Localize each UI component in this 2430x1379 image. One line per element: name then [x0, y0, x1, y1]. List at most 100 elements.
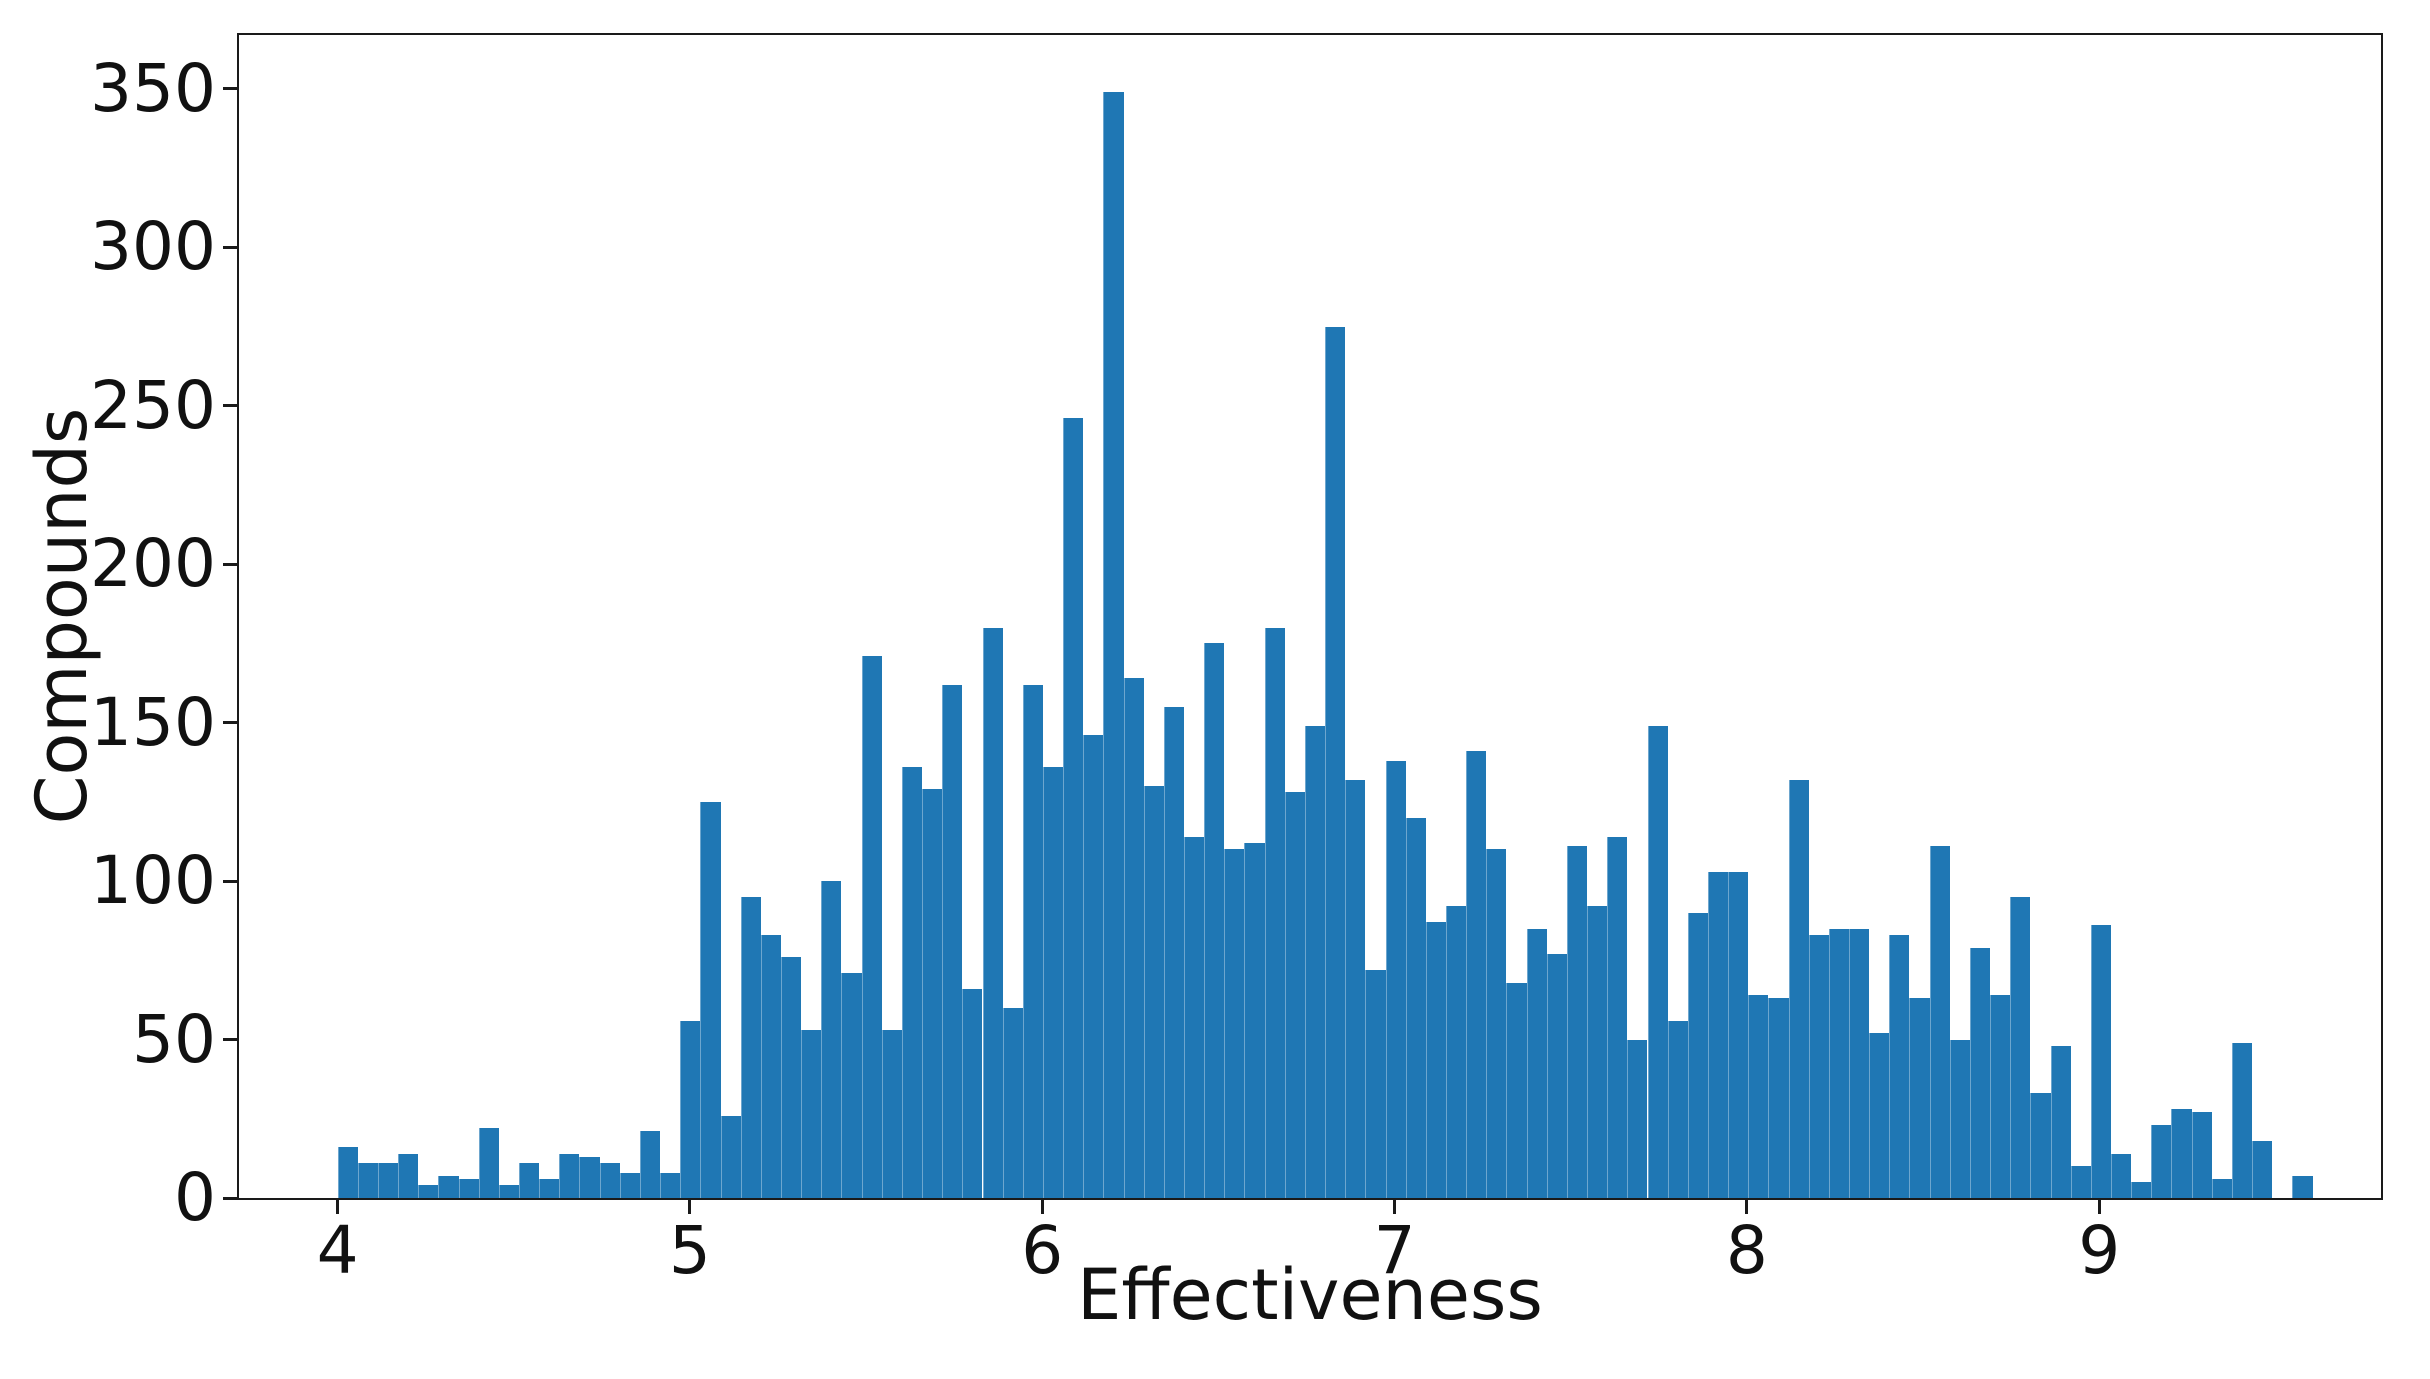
histogram-bar [1304, 725, 1326, 1198]
x-axis-label: Effectiveness [1077, 1254, 1543, 1336]
histogram-bar [1526, 928, 1547, 1198]
histogram-bar [1627, 1039, 1648, 1198]
histogram-bar [1466, 751, 1487, 1198]
histogram-bar [579, 1156, 600, 1198]
y-tick-label: 350 [90, 49, 216, 127]
histogram-bar [1869, 1033, 1890, 1198]
histogram-bar [398, 1153, 419, 1198]
histogram-bar [559, 1153, 580, 1198]
histogram-bar [1002, 1007, 1023, 1198]
histogram-bar [377, 1163, 399, 1198]
histogram-bar [1143, 786, 1164, 1198]
histogram-bar [2030, 1093, 2051, 1198]
x-tick-label: 5 [668, 1212, 711, 1289]
histogram-bar [478, 1128, 499, 1198]
y-tick-mark [223, 721, 237, 725]
y-tick-label: 200 [90, 525, 216, 603]
histogram-bar [619, 1172, 640, 1198]
x-tick-label: 7 [1373, 1212, 1416, 1289]
histogram-bar [1264, 627, 1285, 1198]
histogram-bar [1849, 928, 1870, 1198]
histogram-bar [1788, 779, 1809, 1198]
histogram-bar [498, 1185, 519, 1198]
histogram-bar [1425, 922, 1446, 1198]
x-tick-mark [1393, 1200, 1397, 1214]
x-tick-label: 6 [1021, 1212, 1064, 1289]
histogram-bar [1284, 792, 1305, 1198]
histogram-bar [2252, 1140, 2273, 1198]
y-tick-label: 150 [90, 683, 216, 761]
histogram-bar [922, 789, 943, 1198]
histogram-bar [1184, 836, 1205, 1198]
histogram-bar [2231, 1042, 2253, 1198]
histogram-bar [2151, 1125, 2172, 1198]
y-tick-mark [223, 87, 237, 91]
histogram-bar [2171, 1109, 2192, 1198]
histogram-bar [801, 1030, 822, 1198]
histogram-bar [1163, 706, 1184, 1198]
histogram-bar [1022, 684, 1043, 1198]
histogram-bar [1566, 846, 1588, 1198]
x-tick-label: 8 [1725, 1212, 1768, 1289]
histogram-bar [1687, 912, 1708, 1198]
x-tick-label: 9 [2078, 1212, 2121, 1289]
x-tick-mark [1745, 1200, 1749, 1214]
histogram-bar [1506, 982, 1527, 1198]
x-tick-label: 4 [316, 1212, 359, 1289]
histogram-bar [1889, 934, 1910, 1198]
x-tick-mark [688, 1200, 692, 1214]
histogram-bar [639, 1131, 661, 1198]
histogram-bar [1486, 849, 1507, 1198]
histogram-bar [780, 957, 802, 1198]
histogram-bar [1365, 969, 1386, 1198]
histogram-bar [821, 881, 842, 1198]
histogram-bar [1103, 92, 1124, 1198]
histogram-bar [1546, 954, 1567, 1198]
histogram-bar [2111, 1153, 2132, 1198]
histogram-bar [1063, 418, 1084, 1198]
histogram-bar [539, 1179, 560, 1198]
y-tick-label: 300 [90, 208, 216, 286]
histogram-bar [2211, 1179, 2232, 1198]
y-tick-label: 250 [90, 366, 216, 444]
histogram-bar [1042, 767, 1064, 1198]
y-tick-mark [223, 1196, 237, 1200]
histogram-bar [1768, 998, 1789, 1198]
histogram-bar [982, 627, 1003, 1198]
histogram-bar [942, 684, 963, 1198]
histogram-bar [1345, 779, 1366, 1198]
histogram-bar [861, 656, 882, 1198]
histogram-bar [841, 973, 862, 1198]
y-tick-mark [223, 562, 237, 566]
y-tick-mark [223, 404, 237, 408]
histogram-bar [2191, 1112, 2212, 1198]
histogram-bar [680, 1020, 701, 1198]
y-tick-label: 50 [132, 1000, 216, 1078]
histogram-bar [458, 1179, 479, 1198]
y-axis-label: Compounds [21, 407, 103, 825]
histogram-bar [1909, 998, 1930, 1198]
histogram-bar [1204, 643, 1225, 1198]
histogram-bar [599, 1163, 620, 1198]
y-tick-mark [223, 879, 237, 883]
histogram-bar [1325, 326, 1346, 1198]
histogram-bar [337, 1147, 358, 1198]
histogram-bar [1990, 995, 2011, 1198]
histogram-bar [1244, 843, 1265, 1198]
x-tick-mark [1040, 1200, 1044, 1214]
histogram-bar [700, 801, 721, 1198]
histogram-bar [1445, 906, 1467, 1198]
histogram-bar [1587, 906, 1608, 1198]
histogram-bar [1707, 871, 1729, 1198]
histogram-bar [1123, 678, 1144, 1198]
histogram-bar [1224, 849, 1245, 1198]
histogram-bar [1949, 1039, 1970, 1198]
histogram-bar [1828, 928, 1849, 1198]
histogram-bar [438, 1175, 459, 1198]
histogram-bar [2050, 1045, 2071, 1198]
histogram-bar [2292, 1175, 2313, 1198]
y-tick-mark [223, 1038, 237, 1042]
histogram-bar [1647, 725, 1668, 1198]
y-tick-label: 100 [90, 842, 216, 920]
